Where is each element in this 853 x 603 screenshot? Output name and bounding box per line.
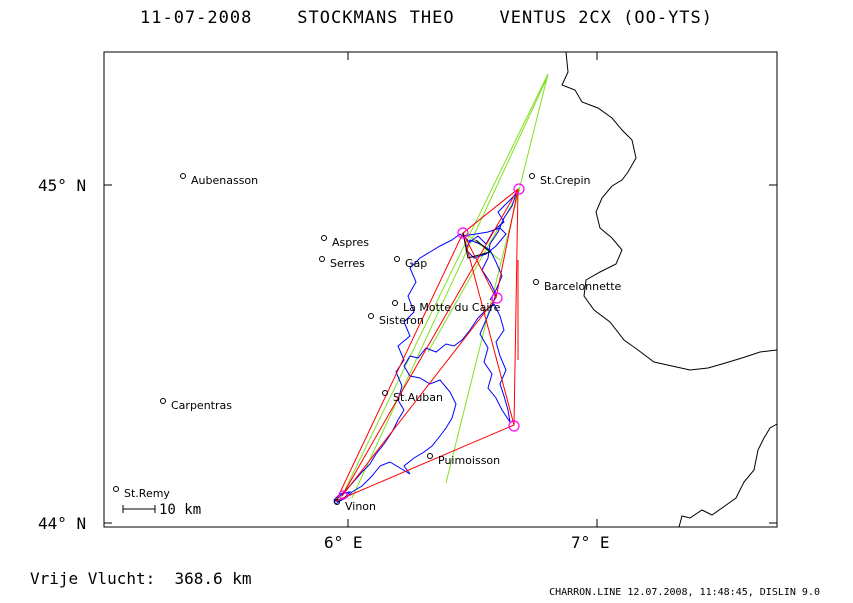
place-st-auban: St.Auban: [393, 391, 443, 404]
place-st-crepin: St.Crepin: [540, 174, 591, 187]
place-sisteron: Sisteron: [379, 314, 424, 327]
place-carpentras: Carpentras: [171, 399, 232, 412]
flight-track: [333, 193, 517, 505]
free-flight-distance: Vrije Vlucht: 368.6 km: [30, 569, 252, 588]
place-vinon: Vinon: [345, 500, 376, 513]
scale-bar: [122, 505, 156, 513]
flight-track-2: [461, 227, 507, 301]
y-tick-45n: 45° N: [38, 176, 86, 195]
distance-label: Vrije Vlucht:: [30, 569, 156, 588]
turnpoint-4: [508, 420, 520, 432]
turnpoint-5: [338, 490, 348, 500]
place-barcelonnette: Barcelonnette: [544, 280, 622, 293]
turnpoints: [338, 183, 525, 500]
place-markers: [113, 173, 539, 505]
task-legs: [335, 187, 519, 502]
place-puimoisson: Puimoisson: [438, 454, 500, 467]
place-la-motte-du-caire: La Motte du Caire: [403, 301, 501, 314]
x-tick-6e: 6° E: [324, 533, 363, 552]
place-serres: Serres: [330, 257, 365, 270]
place-aubenasson: Aubenasson: [191, 174, 258, 187]
footer-info: CHARRON.LINE 12.07.2008, 11:48:45, DISLI…: [549, 587, 820, 598]
place-aspres: Aspres: [332, 236, 369, 249]
turnpoint-2: [513, 183, 525, 195]
flight-date: 11-07-2008: [139, 8, 253, 28]
distance-value: 368.6 km: [174, 569, 252, 588]
x-tick-7e: 7° E: [571, 533, 610, 552]
turnpoint-3: [491, 292, 503, 304]
turnpoint-1: [457, 227, 469, 239]
scale-bar-label: 10 km: [159, 502, 201, 518]
map-title: 11-07-2008 STOCKMANS THEO VENTUS 2CX (OO…: [0, 8, 853, 28]
y-tick-44n: 44° N: [38, 514, 86, 533]
place-st-remy: St.Remy: [124, 487, 170, 500]
coastline: [678, 423, 778, 528]
pilot-name: STOCKMANS THEO: [297, 8, 455, 28]
task-legs-black: [462, 232, 492, 259]
country-border: [561, 51, 778, 371]
glider-name: VENTUS 2CX (OO-YTS): [499, 8, 714, 28]
plot-frame: [103, 51, 778, 528]
axis-ticks: [104, 52, 777, 527]
place-gap: Gap: [405, 257, 427, 270]
